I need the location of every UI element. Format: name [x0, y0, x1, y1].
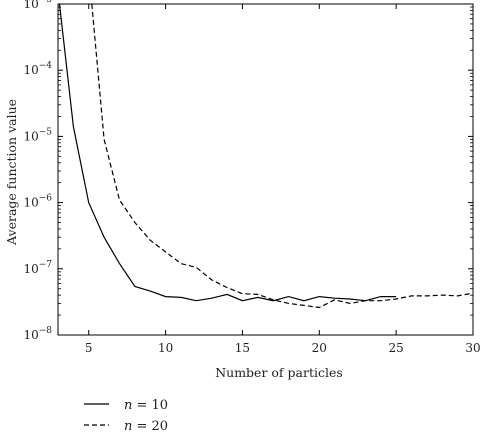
- y-tick-label: 10−4: [23, 61, 52, 77]
- y-tick-base: 10: [23, 63, 38, 77]
- y-tick-base: 10: [23, 196, 38, 210]
- legend-value: = 20: [132, 419, 168, 434]
- y-axis-title: Average function value: [4, 99, 19, 246]
- x-tick-label: 25: [389, 341, 404, 355]
- x-tick-label: 15: [235, 341, 250, 355]
- legend: n = 10n = 20: [84, 398, 168, 434]
- y-tick-exponent: −8: [39, 326, 53, 336]
- y-tick-exponent: −6: [39, 194, 53, 204]
- legend-value: = 10: [132, 398, 168, 413]
- y-tick-base: 10: [23, 262, 38, 276]
- y-tick-label: 10−3: [23, 0, 52, 11]
- y-tick-exponent: −4: [39, 61, 53, 71]
- x-tick-label: 30: [465, 341, 480, 355]
- x-axis-title: Number of particles: [215, 365, 343, 380]
- y-tick-label: 10−8: [23, 326, 52, 342]
- y-tick-base: 10: [23, 129, 38, 143]
- legend-variable: n: [124, 398, 132, 413]
- plot-frame: [57, 3, 474, 336]
- x-tick-label: 20: [312, 341, 327, 355]
- series-line-1: [58, 4, 397, 302]
- y-tick-label: 10−7: [23, 260, 52, 276]
- y-tick-exponent: −7: [39, 260, 53, 270]
- y-tick-base: 10: [23, 328, 38, 342]
- x-tick-label: 10: [158, 341, 173, 355]
- legend-variable: n: [124, 419, 132, 434]
- x-tick-label: 5: [85, 341, 93, 355]
- y-tick-exponent: −3: [39, 0, 53, 5]
- y-tick-label: 10−6: [23, 194, 52, 210]
- legend-label-2: n = 20: [124, 419, 168, 434]
- y-tick-exponent: −5: [39, 127, 53, 137]
- y-tick-label: 10−5: [23, 127, 52, 143]
- legend-label-1: n = 10: [124, 398, 168, 413]
- series-line-2: [91, 4, 473, 309]
- y-tick-base: 10: [23, 0, 38, 11]
